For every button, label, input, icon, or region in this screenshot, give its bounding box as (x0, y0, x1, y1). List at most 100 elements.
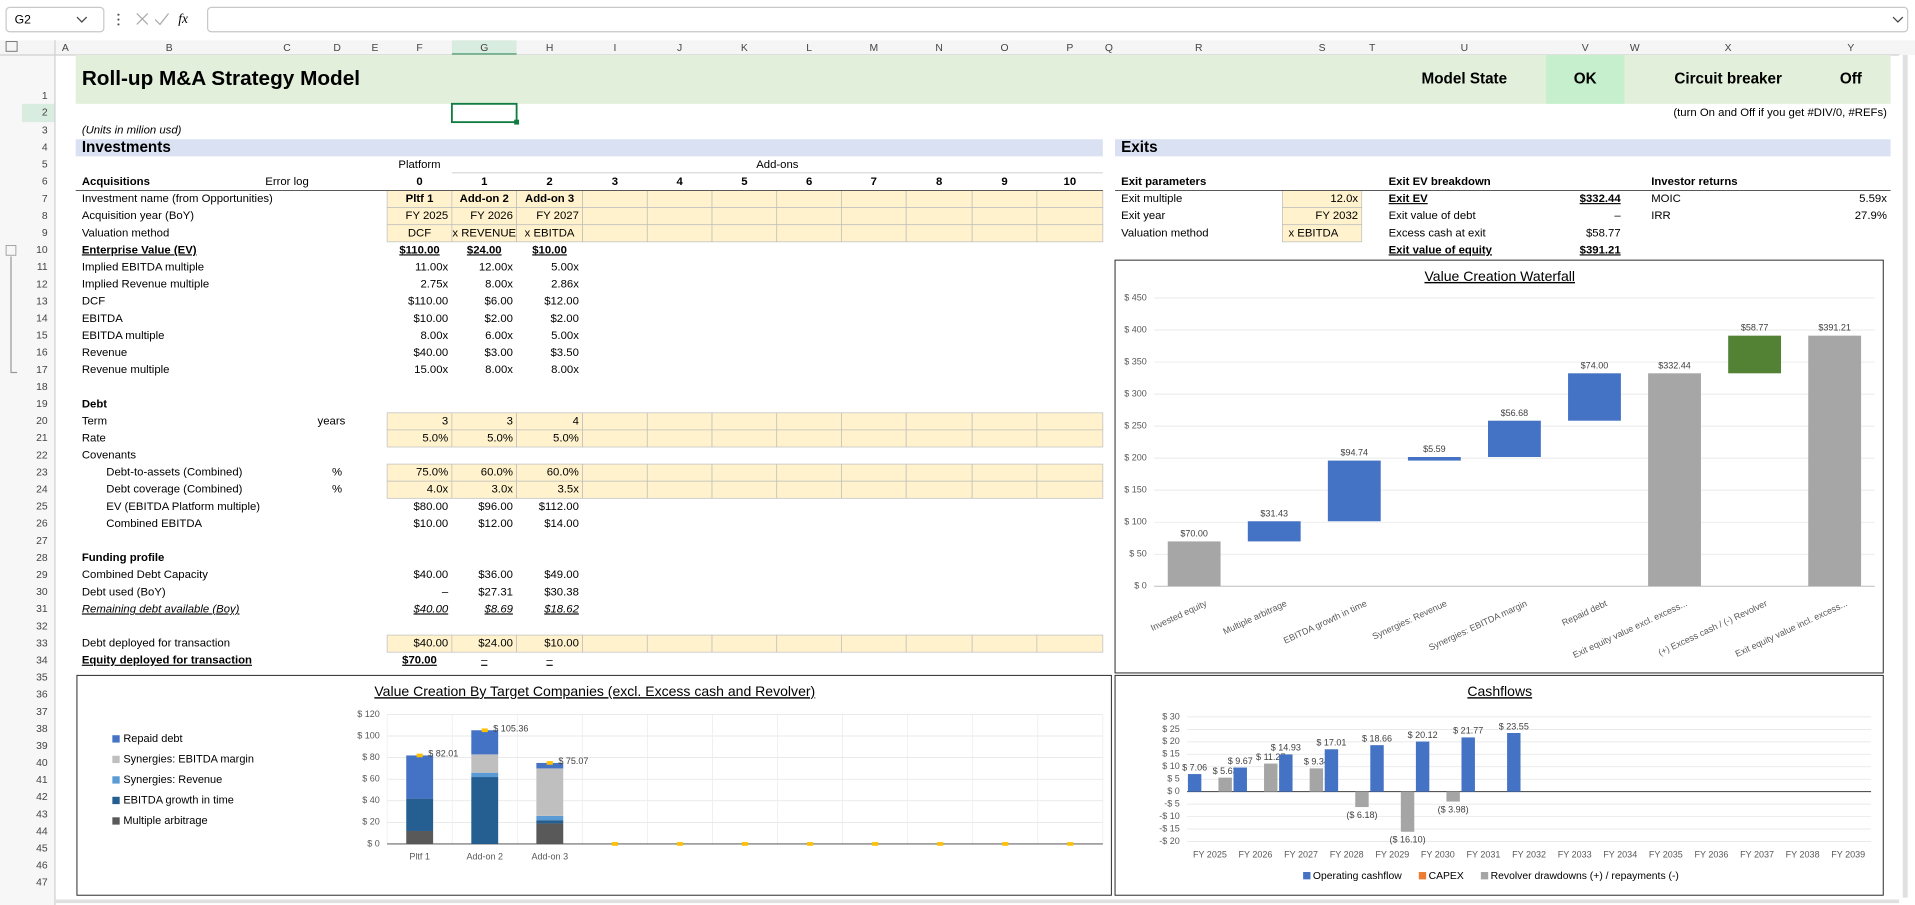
input-cell[interactable] (841, 463, 907, 482)
input-cell[interactable] (1036, 207, 1104, 226)
value-label: ($ 16.10) (1390, 835, 1426, 845)
column-header: R (1195, 43, 1203, 54)
cell-text: 2.75x (420, 279, 448, 291)
input-cell[interactable] (776, 634, 842, 653)
input-cell[interactable] (646, 429, 713, 448)
input-cell[interactable] (1036, 634, 1104, 653)
input-cell[interactable] (711, 224, 778, 243)
input-cell[interactable] (711, 429, 778, 448)
input-cell[interactable] (971, 429, 1038, 448)
row-header: 41 (36, 775, 48, 786)
input-cell[interactable] (841, 429, 907, 448)
cell-text: Remaining debt available (Boy) (82, 603, 240, 615)
row-header: 47 (36, 878, 48, 889)
input-cell[interactable] (776, 480, 842, 499)
cancel-icon[interactable] (136, 13, 149, 25)
input-cell[interactable] (905, 634, 973, 653)
input-cell[interactable] (971, 412, 1038, 431)
input-cell[interactable] (711, 634, 778, 653)
formula-expand[interactable] (1892, 16, 1904, 23)
input-cell[interactable] (646, 190, 713, 208)
input-cell[interactable] (1036, 463, 1104, 482)
cell-text: Exit year (1121, 210, 1165, 222)
input-cell[interactable] (971, 480, 1038, 499)
input-cell[interactable] (1036, 480, 1104, 499)
input-cell[interactable] (1281, 224, 1363, 243)
name-box[interactable] (5, 6, 105, 33)
input-cell[interactable] (776, 412, 842, 431)
input-cell[interactable] (971, 634, 1038, 653)
input-cell[interactable] (776, 429, 842, 448)
y-tick-label: $ 450 (1124, 292, 1147, 302)
name-box-dropdown[interactable] (76, 16, 88, 23)
outline-button[interactable] (5, 245, 17, 256)
input-cell[interactable] (582, 190, 648, 208)
input-cell[interactable] (971, 224, 1038, 243)
input-cell[interactable] (841, 412, 907, 431)
input-cell[interactable] (582, 412, 648, 431)
input-cell[interactable] (841, 207, 907, 226)
input-cell[interactable] (711, 412, 778, 431)
y-tick-label: $ 80 (362, 752, 380, 762)
input-cell[interactable] (646, 224, 713, 243)
input-cell[interactable] (905, 480, 973, 499)
input-cell[interactable] (905, 412, 973, 431)
input-cell[interactable] (1036, 412, 1104, 431)
input-cell[interactable] (971, 463, 1038, 482)
input-cell[interactable] (905, 224, 973, 243)
cell-text: $391.21 (1580, 244, 1621, 256)
input-cell[interactable] (582, 429, 648, 448)
input-cell[interactable] (905, 207, 973, 226)
input-cell[interactable] (776, 207, 842, 226)
row-header: 33 (36, 638, 48, 649)
input-cell[interactable] (905, 190, 973, 208)
stacked-bar (471, 777, 499, 844)
x-tick-label: Pltf 1 (409, 852, 430, 862)
input-cell[interactable] (582, 207, 648, 226)
input-cell[interactable] (971, 190, 1038, 208)
chart-frame[interactable] (76, 674, 1112, 896)
input-cell[interactable] (841, 224, 907, 243)
input-cell[interactable] (841, 480, 907, 499)
input-cell[interactable] (841, 190, 907, 208)
value-label: $ 20.12 (1408, 730, 1438, 740)
input-cell[interactable] (905, 429, 973, 448)
input-cell[interactable] (646, 634, 713, 653)
y-tick-label: -$ 20 (1159, 836, 1180, 846)
input-cell[interactable] (646, 463, 713, 482)
input-cell[interactable] (582, 480, 648, 499)
formula-input[interactable] (207, 6, 1909, 33)
input-cell[interactable] (582, 224, 648, 243)
input-cell[interactable] (905, 463, 973, 482)
input-cell[interactable] (971, 207, 1038, 226)
selected-cell[interactable] (450, 102, 518, 124)
input-cell[interactable] (776, 190, 842, 208)
fill-handle[interactable] (514, 119, 520, 125)
input-cell[interactable] (711, 190, 778, 208)
input-cell[interactable] (582, 463, 648, 482)
input-cell[interactable] (1036, 224, 1104, 243)
y-tick-label: -$ 15 (1159, 823, 1180, 833)
row-header: 40 (36, 758, 48, 769)
input-cell[interactable] (711, 207, 778, 226)
input-cell[interactable] (1036, 190, 1104, 208)
input-cell[interactable] (582, 634, 648, 653)
x-tick-label: Add-on 3 (532, 852, 569, 862)
input-cell[interactable] (646, 480, 713, 499)
cell-text: 4 (573, 415, 579, 427)
chart-frame[interactable] (1114, 259, 1884, 674)
function-icon[interactable]: fx (178, 11, 188, 26)
row-header: 43 (36, 809, 48, 820)
input-cell[interactable] (776, 224, 842, 243)
input-cell[interactable] (776, 463, 842, 482)
x-tick-label: FY 2037 (1740, 849, 1774, 859)
input-cell[interactable] (711, 480, 778, 499)
enter-icon[interactable] (154, 13, 170, 26)
input-cell[interactable] (646, 412, 713, 431)
input-cell[interactable] (711, 463, 778, 482)
select-all[interactable] (5, 41, 18, 52)
input-cell[interactable] (1036, 429, 1104, 448)
input-cell[interactable] (646, 207, 713, 226)
cell-text: 60.0% (547, 467, 579, 479)
input-cell[interactable] (841, 634, 907, 653)
